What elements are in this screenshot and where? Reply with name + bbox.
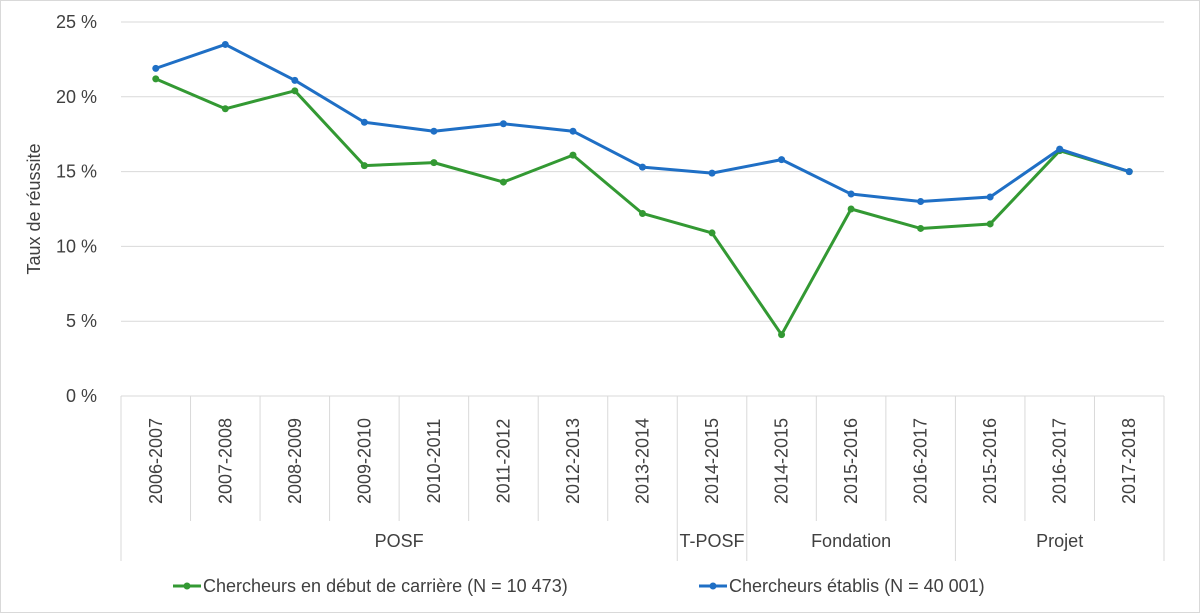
- data-point: [778, 331, 786, 339]
- x-tick-label: 2006-2007: [146, 418, 166, 504]
- data-point: [639, 163, 646, 171]
- series-line: [155, 77, 1130, 337]
- x-tick-label: 2011-2012: [493, 419, 513, 504]
- data-point: [152, 75, 160, 83]
- data-point: [1125, 168, 1133, 176]
- y-tick-label: 15 %: [56, 162, 97, 182]
- data-point: [569, 151, 577, 159]
- data-point: [291, 76, 299, 84]
- x-tick-label: 2009-2010: [354, 418, 374, 504]
- group-label: Fondation: [811, 531, 891, 551]
- data-point: [708, 229, 716, 237]
- legend-swatch-marker: [183, 582, 191, 590]
- data-point: [430, 159, 438, 167]
- y-axis-title: Taux de réussite: [24, 143, 44, 274]
- legend-item: Chercheurs établis (N = 40 001): [699, 576, 985, 596]
- y-axis-ticks: 0 % 5 % 10 % 15 % 20 % 25 %: [56, 12, 97, 406]
- data-point: [986, 193, 994, 201]
- data-point: [847, 190, 855, 198]
- x-tick-label: 2012-2013: [563, 418, 583, 504]
- data-point: [917, 198, 925, 206]
- data-point: [152, 64, 160, 72]
- data-point: [360, 118, 368, 126]
- data-point: [221, 40, 229, 48]
- gridlines: [121, 21, 1164, 397]
- x-tick-label: 2008-2009: [285, 418, 305, 504]
- series-2: [152, 40, 1133, 206]
- x-tick-label: 2015-2016: [980, 418, 1000, 504]
- x-tick-label: 2014-2015: [702, 418, 722, 504]
- data-point: [430, 127, 438, 135]
- data-point: [708, 169, 716, 177]
- y-tick-label: 10 %: [56, 236, 97, 256]
- data-point: [986, 220, 994, 228]
- x-tick-label: 2013-2014: [633, 418, 653, 504]
- x-tick-label: 2016-2017: [911, 418, 931, 504]
- x-tick-label: 2014-2015: [772, 418, 792, 504]
- data-point: [639, 209, 646, 217]
- data-point: [917, 224, 925, 232]
- data-point: [221, 105, 229, 113]
- data-point: [1056, 145, 1064, 153]
- x-axis: 2006-2007 2007-2008 2008-2009 2009-2010 2010…: [120, 395, 1165, 561]
- y-tick-label: 0 %: [66, 386, 97, 406]
- group-label: T-POSF: [680, 531, 745, 551]
- legend-item: Chercheurs en début de carrière (N = 10 …: [173, 576, 568, 596]
- series: [152, 40, 1133, 339]
- y-tick-label: 5 %: [66, 311, 97, 331]
- series-line: [155, 42, 1130, 204]
- y-tick-label: 25 %: [56, 12, 97, 32]
- series-1: [152, 75, 1133, 339]
- legend-swatch-marker: [709, 582, 717, 590]
- group-label: Projet: [1036, 531, 1083, 551]
- group-label: POSF: [375, 531, 424, 551]
- data-point: [499, 178, 507, 186]
- data-point: [499, 120, 507, 128]
- legend-label: Chercheurs en début de carrière (N = 10 …: [203, 576, 568, 596]
- y-tick-label: 20 %: [56, 87, 97, 107]
- legend: Chercheurs en début de carrière (N = 10 …: [173, 576, 985, 596]
- data-point: [291, 87, 299, 95]
- data-point: [569, 127, 577, 135]
- data-point: [360, 162, 368, 170]
- legend-label: Chercheurs établis (N = 40 001): [729, 576, 985, 596]
- data-point: [847, 205, 855, 213]
- data-point: [778, 156, 786, 164]
- x-tick-label: 2017-2018: [1119, 418, 1139, 504]
- x-tick-label: 2015-2016: [841, 418, 861, 504]
- x-tick-label: 2016-2017: [1050, 418, 1070, 504]
- x-tick-label: 2007-2008: [215, 418, 235, 504]
- x-tick-label: 2010-2011: [424, 419, 444, 504]
